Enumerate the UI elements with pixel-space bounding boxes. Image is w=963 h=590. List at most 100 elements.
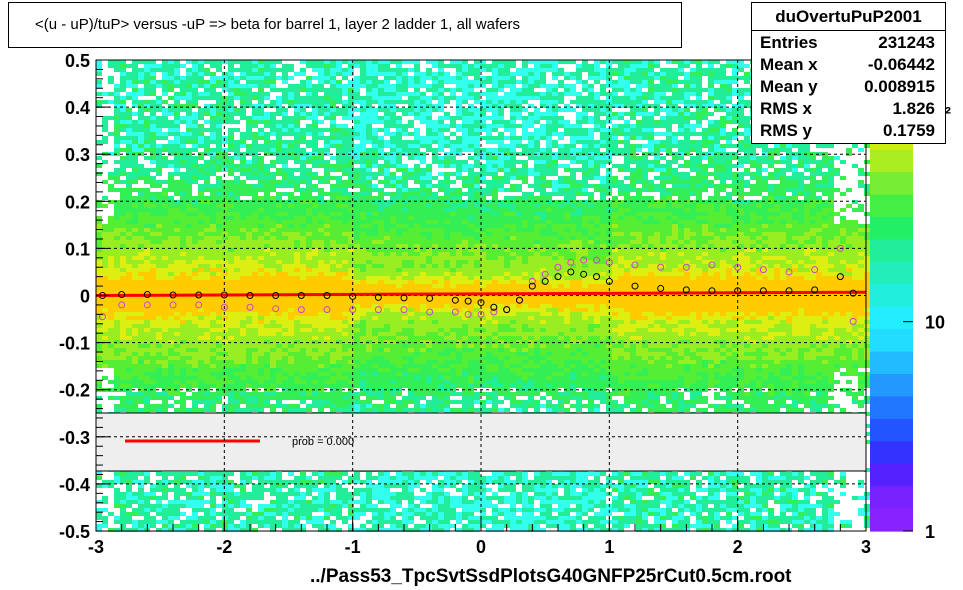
heatmap-cell [336,212,342,216]
heatmap-cell [276,256,282,260]
heatmap-cell [312,344,318,348]
heatmap-cell [288,488,294,492]
heatmap-cell [162,528,168,532]
heatmap-cell [126,368,132,372]
heatmap-cell [240,328,246,332]
heatmap-cell [228,304,234,308]
heatmap-cell [264,384,270,388]
heatmap-cell [270,300,276,304]
heatmap-cell [162,260,168,264]
heatmap-cell [138,100,144,104]
heatmap-cell [174,476,180,480]
heatmap-cell [342,256,348,260]
heatmap-cell [168,144,174,148]
heatmap-cell [270,252,276,256]
heatmap-cell [162,296,168,300]
heatmap-cell [210,240,216,244]
heatmap-cell [306,484,312,488]
heatmap-cell [300,256,306,260]
heatmap-cell [288,92,294,96]
heatmap-cell [168,272,174,276]
heatmap-cell [126,324,132,328]
heatmap-cell [330,232,336,236]
heatmap-cell [168,196,174,200]
heatmap-cell [348,232,354,236]
heatmap-cell [192,512,198,516]
heatmap-cell [306,492,312,496]
heatmap-cell [138,220,144,224]
heatmap-cell [372,264,378,268]
heatmap-cell [270,116,276,120]
heatmap-cell [132,256,138,260]
heatmap-cell [246,280,252,284]
heatmap-cell [156,164,162,168]
heatmap-cell [162,328,168,332]
heatmap-cell [384,172,390,176]
heatmap-cell [246,472,252,476]
heatmap-cell [150,408,156,412]
heatmap-cell [150,168,156,172]
heatmap-cell [162,524,168,528]
heatmap-cell [306,376,312,380]
heatmap-cell [204,380,210,384]
heatmap-cell [288,244,294,248]
heatmap-cell [156,364,162,368]
heatmap-cell [246,88,252,92]
heatmap-cell [96,220,102,224]
heatmap-cell [336,112,342,116]
heatmap-cell [108,332,114,336]
heatmap-cell [162,288,168,292]
heatmap-cell [324,92,330,96]
heatmap-cell [312,348,318,352]
heatmap-cell [336,408,342,412]
heatmap-cell [276,356,282,360]
heatmap-cell [306,252,312,256]
heatmap-cell [144,380,150,384]
heatmap-cell [192,60,198,64]
heatmap-cell [168,208,174,212]
heatmap-cell [312,320,318,324]
heatmap-cell [210,224,216,228]
heatmap-cell [306,312,312,316]
heatmap-cell [246,228,252,232]
heatmap-cell [222,212,228,216]
heatmap-cell [348,128,354,132]
heatmap-cell [180,488,186,492]
heatmap-cell [378,368,384,372]
heatmap-cell [300,280,306,284]
heatmap-cell [162,332,168,336]
heatmap-cell [318,252,324,256]
heatmap-cell [222,100,228,104]
heatmap-cell [312,260,318,264]
heatmap-cell [144,284,150,288]
heatmap-cell [288,308,294,312]
heatmap-cell [288,368,294,372]
heatmap-cell [372,520,378,524]
heatmap-cell [336,356,342,360]
heatmap-cell [270,248,276,252]
heatmap-cell [120,336,126,340]
heatmap-cell [312,300,318,304]
heatmap-cell [246,372,252,376]
heatmap-cell [294,528,300,532]
heatmap-cell [330,264,336,268]
heatmap-cell [162,284,168,288]
heatmap-cell [150,72,156,76]
heatmap-cell [378,364,384,368]
heatmap-cell [330,72,336,76]
heatmap-cell [282,392,288,396]
heatmap-cell [324,64,330,68]
heatmap-cell [258,484,264,488]
heatmap-cell [360,64,366,68]
heatmap-cell [222,188,228,192]
heatmap-cell [372,68,378,72]
heatmap-cell [126,472,132,476]
heatmap-cell [348,224,354,228]
heatmap-cell [300,148,306,152]
heatmap-cell [258,244,264,248]
heatmap-cell [132,356,138,360]
heatmap-cell [252,528,258,532]
heatmap-cell [96,320,102,324]
heatmap-cell [384,308,390,312]
heatmap-cell [282,232,288,236]
